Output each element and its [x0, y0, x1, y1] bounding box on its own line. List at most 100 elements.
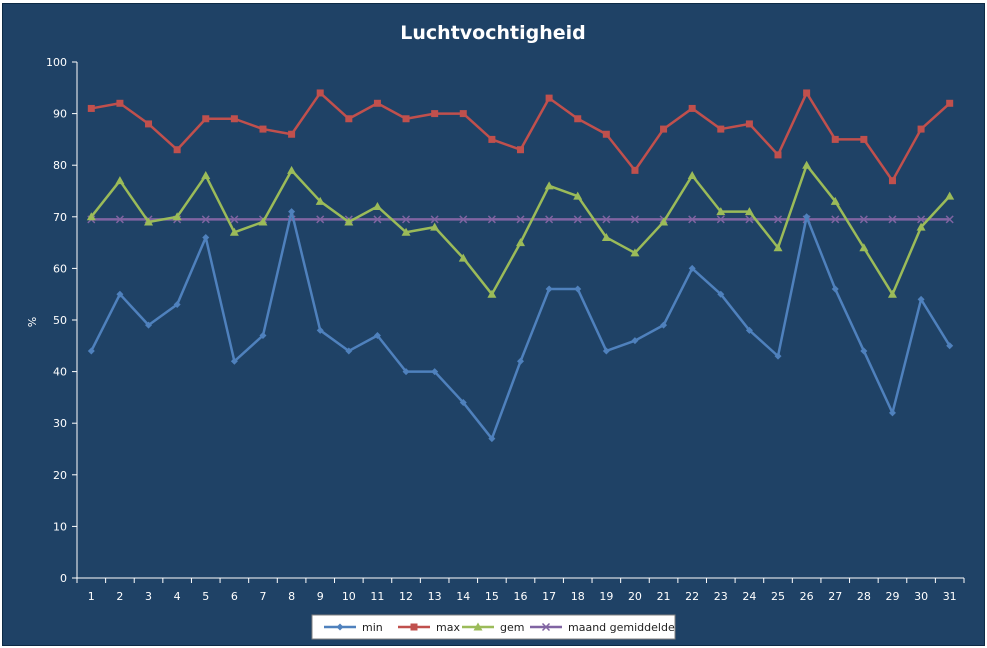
- y-tick-label: 30: [53, 417, 67, 430]
- data-point-max: [717, 125, 725, 133]
- legend-marker-max: [410, 623, 418, 631]
- data-point-maand-gemiddelde-stroke: [831, 215, 840, 224]
- x-tick-label: 3: [145, 590, 152, 603]
- data-point-max: [888, 177, 896, 185]
- series-line-max: [91, 91, 951, 182]
- data-point-maand-gemiddelde: [859, 215, 868, 224]
- data-point-maand-gemiddelde: [402, 215, 411, 224]
- x-tick-label: 9: [317, 590, 324, 603]
- data-point-maand-gemiddelde-stroke: [201, 215, 210, 224]
- data-point-gem: [802, 160, 812, 169]
- y-tick-label: 50: [53, 314, 67, 327]
- data-point-gem: [86, 212, 96, 221]
- data-point-maand-gemiddelde-stroke: [430, 215, 439, 224]
- y-tick-label: 20: [53, 469, 67, 482]
- data-point-gem: [887, 289, 897, 298]
- x-tick-label: 12: [399, 590, 413, 603]
- data-point-gem: [916, 222, 926, 231]
- y-tick-label: 0: [60, 572, 67, 585]
- data-point-maand-gemiddelde-stroke: [516, 215, 525, 224]
- data-point-min: [345, 347, 353, 355]
- data-point-maand-gemiddelde-stroke: [230, 215, 239, 224]
- x-tick-label: 26: [800, 590, 814, 603]
- data-point-min: [145, 321, 153, 329]
- y-tick-label: 60: [53, 262, 67, 275]
- data-point-gem: [773, 243, 783, 252]
- data-point-gem: [945, 191, 955, 200]
- data-point-min: [803, 213, 811, 221]
- data-point-max: [459, 110, 467, 118]
- data-point-max: [488, 135, 496, 143]
- data-point-gem: [659, 217, 669, 226]
- data-point-max: [145, 120, 153, 128]
- data-point-max: [574, 115, 582, 123]
- data-point-max: [745, 120, 753, 128]
- legend-label-gem: gem: [500, 621, 524, 634]
- x-tick-label: 10: [342, 590, 356, 603]
- data-point-gem: [430, 222, 440, 231]
- data-point-maand-gemiddelde-stroke: [859, 215, 868, 224]
- data-point-min: [602, 347, 610, 355]
- data-point-max: [545, 94, 553, 102]
- data-point-max: [803, 89, 811, 97]
- legend-label-maand-gemiddelde: maand gemiddelde: [568, 621, 675, 634]
- data-point-maand-gemiddelde: [373, 215, 382, 224]
- x-tick-label: 30: [914, 590, 928, 603]
- data-point-maand-gemiddelde: [602, 215, 611, 224]
- data-point-maand-gemiddelde: [745, 215, 754, 224]
- data-point-max: [631, 166, 639, 174]
- data-point-min: [917, 295, 925, 303]
- data-point-min: [288, 208, 296, 216]
- x-tick-label: 31: [943, 590, 957, 603]
- legend-label-max: max: [436, 621, 460, 634]
- series-gem: [86, 160, 955, 298]
- data-point-min: [745, 326, 753, 334]
- x-tick-label: 13: [428, 590, 442, 603]
- data-point-maand-gemiddelde-stroke: [888, 215, 897, 224]
- data-point-maand-gemiddelde-stroke: [630, 215, 639, 224]
- data-point-maand-gemiddelde: [115, 215, 124, 224]
- data-point-maand-gemiddelde-stroke: [716, 215, 725, 224]
- data-point-gem: [144, 217, 154, 226]
- data-point-gem: [573, 191, 583, 200]
- data-point-min: [316, 326, 324, 334]
- series-maand-gemiddelde: [87, 215, 954, 224]
- series-line-gem: [90, 163, 951, 296]
- data-point-max: [288, 130, 296, 138]
- data-point-min: [888, 409, 896, 417]
- x-tick-label: 2: [116, 590, 123, 603]
- data-point-max: [860, 135, 868, 143]
- data-point-min: [717, 290, 725, 298]
- x-tick-label: 20: [628, 590, 642, 603]
- data-point-max: [259, 125, 267, 133]
- data-point-maand-gemiddelde-stroke: [602, 215, 611, 224]
- data-point-max: [688, 104, 696, 112]
- x-tick-label: 8: [288, 590, 295, 603]
- data-point-maand-gemiddelde-stroke: [945, 215, 954, 224]
- x-tick-label: 19: [599, 590, 613, 603]
- y-tick-label: 70: [53, 211, 67, 224]
- data-point-max: [917, 125, 925, 133]
- legend-label-min: min: [362, 621, 383, 634]
- legend-marker-maand-gemiddelde: [541, 622, 551, 632]
- data-point-min: [946, 342, 954, 350]
- data-point-min: [402, 368, 410, 376]
- x-tick-label: 14: [456, 590, 470, 603]
- data-point-maand-gemiddelde-stroke: [487, 215, 496, 224]
- data-point-max: [831, 135, 839, 143]
- data-point-maand-gemiddelde-stroke: [115, 215, 124, 224]
- data-point-maand-gemiddelde: [716, 215, 725, 224]
- data-point-min: [202, 233, 210, 241]
- data-point-maand-gemiddelde: [688, 215, 697, 224]
- y-axis-label: %: [26, 317, 39, 327]
- data-point-min: [87, 347, 95, 355]
- series-min: [87, 208, 954, 443]
- data-point-maand-gemiddelde: [487, 215, 496, 224]
- legend-marker-gem: [473, 622, 483, 631]
- x-tick-label: 16: [514, 590, 528, 603]
- data-point-max: [202, 115, 210, 123]
- data-point-maand-gemiddelde-stroke: [773, 215, 783, 224]
- data-point-maand-gemiddelde: [230, 215, 239, 224]
- data-point-maand-gemiddelde: [917, 215, 926, 224]
- y-tick-label: 90: [53, 108, 67, 121]
